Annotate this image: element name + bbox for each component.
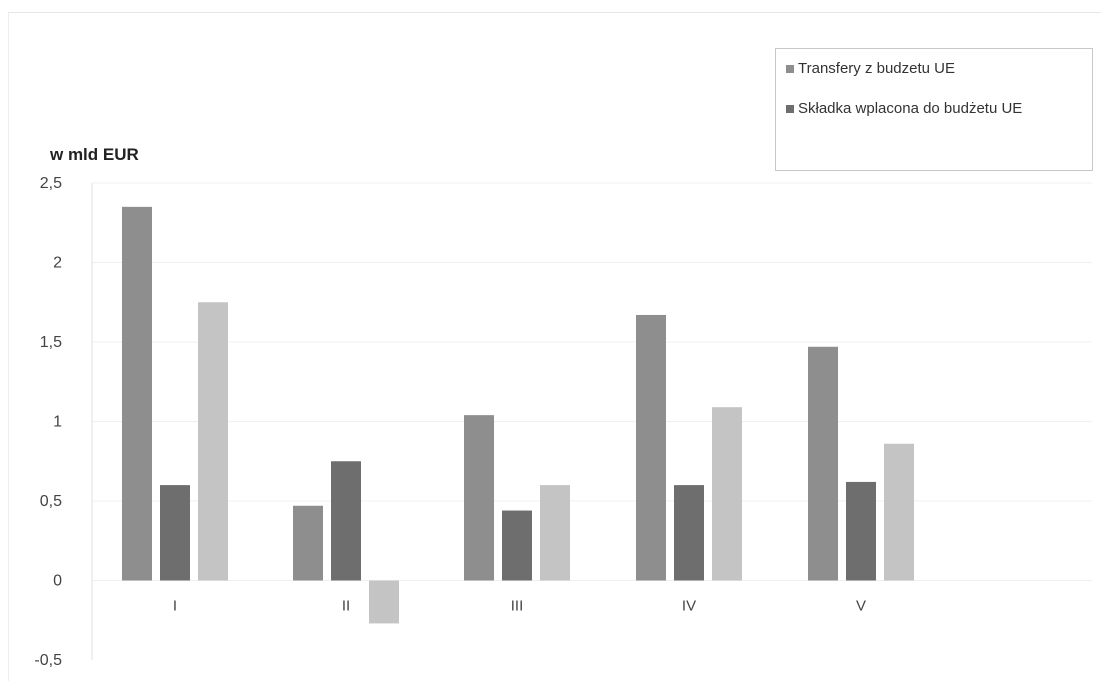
y-tick-label: 1,5 [40, 334, 62, 351]
y-tick-label: 1 [53, 414, 62, 431]
bar [884, 444, 914, 581]
legend-swatch-contribution [786, 105, 794, 113]
bar [369, 581, 399, 624]
legend-item-transfers: Transfery z budzetu UE [786, 59, 1082, 79]
x-tick-label: IV [682, 598, 696, 615]
bar [846, 482, 876, 581]
x-tick-label: I [173, 598, 177, 615]
x-tick-label: III [511, 598, 524, 615]
y-axis-label: w mld EUR [50, 145, 139, 165]
bar [293, 506, 323, 581]
y-tick-label: 0 [53, 573, 62, 590]
bar [160, 485, 190, 580]
bar [331, 461, 361, 580]
chart-legend: Transfery z budzetu UE Składka wplacona … [775, 48, 1093, 171]
bar [636, 315, 666, 581]
y-tick-label: 2 [53, 255, 62, 272]
bar [674, 485, 704, 580]
legend-swatch-transfers [786, 65, 794, 73]
bar [502, 511, 532, 581]
y-tick-label: 2,5 [40, 175, 62, 192]
x-tick-label: II [342, 598, 350, 615]
bar [122, 207, 152, 581]
legend-label-contribution: Składka wplacona do budżetu UE [798, 99, 1022, 119]
y-tick-label: -0,5 [34, 652, 62, 669]
bar [464, 415, 494, 580]
bar [198, 302, 228, 580]
y-tick-label: 0,5 [40, 493, 62, 510]
legend-label-transfers: Transfery z budzetu UE [798, 59, 955, 79]
bar [540, 485, 570, 580]
legend-item-contribution: Składka wplacona do budżetu UE [786, 99, 1082, 119]
bar [808, 347, 838, 581]
x-tick-label: V [856, 598, 866, 615]
bar [712, 407, 742, 580]
